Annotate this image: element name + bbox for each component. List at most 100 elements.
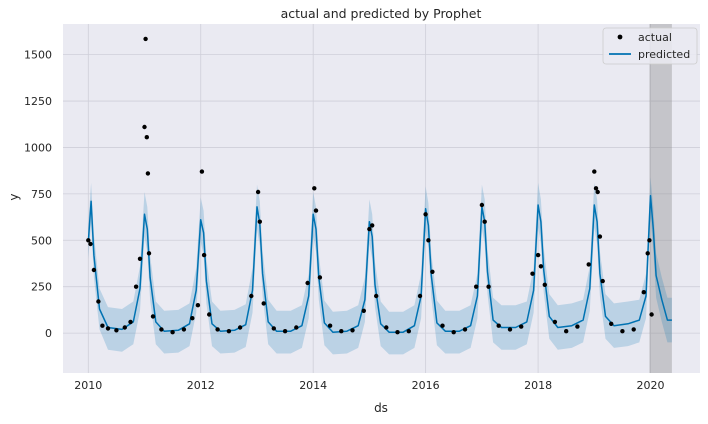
actual-point: [538, 264, 544, 269]
y-tick-labels: 0 250 500 750 1000 1250 1500: [24, 49, 52, 340]
actual-point: [451, 330, 456, 335]
actual-point: [620, 329, 625, 334]
actual-point: [486, 284, 491, 289]
actual-point: [440, 323, 445, 328]
y-axis-label: y: [7, 193, 21, 200]
actual-point: [542, 282, 547, 287]
actual-point: [339, 329, 344, 334]
actual-point: [88, 241, 93, 247]
actual-point: [237, 325, 243, 330]
actual-point: [294, 325, 299, 330]
legend-actual-marker: [617, 34, 623, 40]
y-tick-label: 1500: [24, 49, 52, 62]
legend-actual-label: actual: [638, 31, 672, 44]
actual-point: [317, 275, 323, 280]
actual-point: [271, 326, 276, 331]
x-tick-label: 2014: [299, 379, 327, 392]
actual-point: [142, 124, 147, 130]
actual-point: [313, 208, 319, 213]
y-tick-label: 0: [45, 327, 52, 340]
actual-point: [91, 267, 97, 273]
chart-title: actual and predicted by Prophet: [281, 6, 482, 21]
actual-point: [519, 324, 524, 329]
actual-point: [430, 269, 435, 274]
actual-point: [312, 186, 317, 191]
actual-point: [282, 329, 288, 334]
x-tick-label: 2016: [412, 379, 440, 392]
actual-point: [423, 212, 428, 217]
actual-point: [367, 226, 372, 232]
actual-point: [647, 238, 652, 243]
actual-point: [170, 330, 175, 335]
actual-point: [649, 312, 654, 317]
actual-point: [370, 223, 375, 228]
actual-point: [462, 327, 468, 332]
actual-point: [595, 189, 600, 195]
actual-point: [609, 321, 614, 326]
actual-point: [426, 238, 431, 243]
actual-point: [641, 290, 646, 295]
legend: actual predicted: [602, 27, 698, 65]
actual-point: [195, 303, 201, 308]
y-tick-label: 250: [31, 281, 52, 294]
forecast-window-layer: [649, 24, 672, 373]
actual-point: [406, 329, 411, 334]
actual-point: [150, 314, 156, 319]
actual-point: [100, 323, 105, 328]
actual-point: [645, 251, 650, 256]
actual-point: [143, 36, 148, 42]
actual-point: [374, 293, 379, 299]
y-tick-label: 750: [31, 188, 52, 201]
actual-point: [600, 278, 605, 284]
actual-point: [122, 325, 128, 330]
actual-point: [145, 171, 151, 176]
actual-point: [255, 189, 261, 195]
actual-point: [350, 328, 355, 333]
actual-point: [586, 262, 591, 267]
x-tick-labels: 2010 2012 2014 2016 2018 2020: [74, 379, 664, 392]
actual-point: [361, 308, 366, 313]
confidence-band-layer: [88, 177, 672, 355]
actual-point: [96, 299, 101, 304]
actual-point: [144, 135, 149, 140]
x-axis-label: ds: [374, 401, 388, 415]
actual-point: [199, 169, 205, 174]
actual-point: [507, 327, 513, 332]
x-tick-label: 2010: [74, 379, 102, 392]
actual-point: [474, 284, 479, 289]
actual-point: [114, 328, 119, 333]
grid-lines: [63, 24, 700, 373]
actual-point: [226, 329, 232, 334]
actual-point: [482, 219, 487, 224]
actual-point: [327, 323, 333, 328]
actual-point: [128, 319, 133, 325]
actual-point: [181, 327, 187, 332]
actual-point: [552, 319, 558, 325]
x-tick-label: 2020: [637, 379, 665, 392]
forecast-window-shading: [649, 24, 672, 373]
actual-point: [86, 238, 91, 243]
actual-point: [257, 219, 262, 224]
confidence-band: [88, 177, 672, 355]
actual-point: [261, 301, 266, 306]
actual-point: [592, 169, 597, 174]
y-tick-label: 1000: [24, 141, 52, 154]
actual-point: [215, 327, 220, 332]
actual-point: [190, 316, 195, 321]
actual-point: [593, 186, 599, 191]
actual-point: [305, 280, 310, 286]
actual-point: [496, 323, 501, 328]
actual-point: [395, 330, 400, 335]
actual-point: [133, 284, 139, 289]
legend-box: [602, 27, 698, 65]
actual-point: [417, 293, 423, 299]
actual-point: [201, 252, 207, 258]
actual-point: [384, 325, 389, 330]
plot-background: [63, 24, 700, 373]
actual-point: [597, 234, 603, 239]
actual-point: [146, 251, 152, 256]
x-tick-label: 2012: [187, 379, 215, 392]
y-tick-label: 1250: [24, 95, 52, 108]
actual-point: [631, 327, 636, 332]
